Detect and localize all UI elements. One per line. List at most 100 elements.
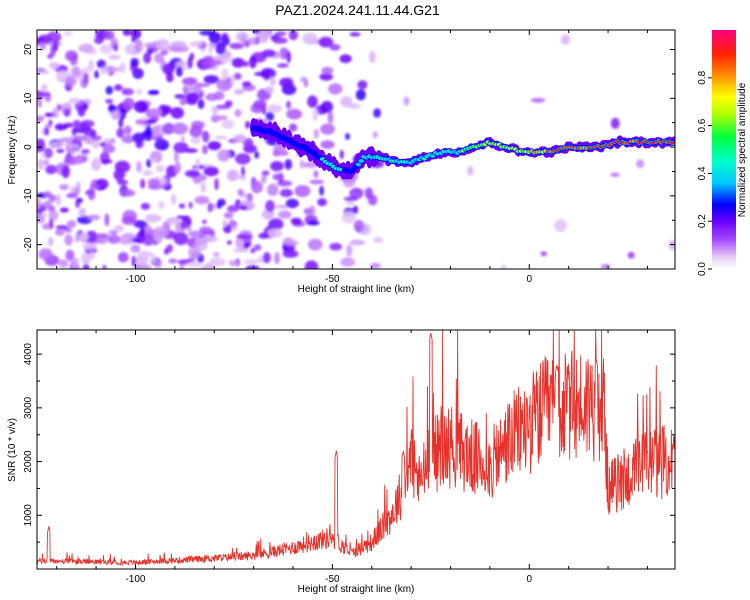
spectrogram-noise-blob (146, 158, 152, 168)
spectrogram-noise-blob (170, 232, 176, 238)
snr-x-label: Height of straight line (km) (298, 584, 415, 595)
spectrogram-noise-blob (306, 220, 320, 226)
spectrogram-noise-blob (114, 224, 125, 232)
spectrogram-noise-blob (267, 183, 279, 197)
spectrogram-noise-blob (104, 213, 110, 227)
spectrogram-noise-blob (75, 145, 80, 153)
spectrogram-noise-blob (372, 131, 379, 139)
spectrogram-noise-blob (43, 200, 53, 209)
spectrogram-noise-blob (48, 194, 56, 203)
spectrogram-noise-blob (37, 70, 50, 75)
spectrogram-noise-blob (187, 225, 192, 232)
spectrogram-noise-blob (236, 234, 253, 240)
spectrogram-noise-blob (267, 30, 273, 37)
spectrogram-noise-blob (265, 200, 275, 213)
spectrogram-noise-blob (89, 251, 96, 260)
spectrogram-noise-blob (242, 81, 252, 87)
spectrogram-noise-blob (55, 228, 65, 236)
spectrogram-noise-blob (140, 202, 151, 210)
spectrogram-noise-blob (49, 61, 60, 70)
colorbar-tick-label: 0.2 (697, 214, 708, 228)
spectrogram-noise-blob (142, 233, 155, 246)
spectrogram-noise-blob (217, 149, 231, 162)
spectrogram-y-axis: -20 -10 0 10 20 (23, 44, 675, 270)
spectrogram-noise-blob (134, 40, 143, 53)
spectrogram-noise-blob (67, 143, 79, 148)
spectrogram-noise-blob (135, 119, 144, 125)
spectrogram-noise-blob (215, 42, 226, 55)
spectrogram-noise-blob (66, 192, 79, 199)
spectrogram-noise-blob (203, 75, 219, 84)
spectrogram-noise-blob (139, 226, 146, 237)
spectrogram-noise-blob (63, 155, 80, 166)
spectrogram-noise-blob (133, 220, 148, 228)
spectrogram-noise-blob (138, 250, 153, 258)
spectrogram-noise-blob (245, 121, 251, 129)
spectrogram-noise-blob (223, 212, 234, 219)
spectrogram-noise-blob (118, 108, 127, 120)
spectrogram-noise-blob (110, 138, 116, 144)
spectrogram-noise-blob (299, 159, 305, 169)
spectrogram-noise-blob (207, 141, 222, 151)
spectrogram-noise-blob (229, 42, 244, 50)
spectrogram-noise-blob (327, 111, 334, 124)
spectrogram-noise-blob (78, 43, 94, 53)
spectrogram-noise-blob (144, 213, 161, 223)
spectrogram-noise-blob (173, 142, 189, 154)
spectrogram-noise-blob (89, 184, 100, 190)
spectrogram-noise-blob (234, 109, 242, 117)
spectrogram-noise-blob (113, 168, 125, 181)
spectrogram-noise-blob (373, 108, 381, 118)
spectrogram-noise-blob (261, 174, 267, 184)
spectrogram-noise-blob (320, 140, 335, 149)
spectrogram-noise-blob (46, 31, 62, 44)
spectrogram-noise-blob (182, 77, 198, 86)
spectrogram-noise-blob (103, 143, 114, 154)
spectrogram-noise-blob (105, 98, 114, 104)
spectrogram-noise-blob (104, 30, 115, 40)
spectrogram-noise-blob (269, 76, 276, 87)
spectrogram-noise-blob (279, 47, 289, 60)
spectrogram-noise-blob (235, 237, 244, 250)
spectrogram-noise-blob (40, 212, 48, 218)
spectrogram-noise-blob (286, 51, 291, 63)
spectrogram-noise-blob (352, 205, 359, 215)
spectrogram-noise-blob (285, 198, 299, 209)
spectrogram-noise-blob (168, 258, 178, 264)
spectrogram-noise-blob (66, 220, 77, 229)
spectrogram-noise-blob (179, 98, 187, 106)
snr-x-tick-label: 0 (527, 574, 533, 585)
spectrogram-noise-blob (75, 181, 81, 195)
spectrogram-noise-blob (373, 237, 384, 243)
spectrogram-noise-blob (253, 244, 262, 251)
spectrogram-noise-blob (178, 203, 186, 209)
spectrogram-noise-blob (252, 30, 261, 35)
spectrogram-noise-blob (145, 118, 157, 124)
spectrogram-noise-blob (283, 240, 299, 246)
spectrogram-y-label: Frequency (Hz) (7, 116, 18, 185)
spectrogram-noise-blob (309, 205, 316, 217)
spectrogram-noise-blob (279, 188, 293, 198)
spectrogram-x-label: Height of straight line (km) (298, 284, 415, 295)
spectrogram-noise-blob (180, 221, 186, 230)
spectrogram-noise-blob (59, 184, 70, 191)
spectrogram-noise-blob (290, 217, 302, 225)
spectrogram-noise-blob (153, 226, 169, 239)
spectrogram-noise-blob (173, 232, 189, 246)
spectrogram-noise-blob (101, 159, 113, 164)
spectrogram-noise-blob (73, 119, 81, 129)
spectrogram-noise-blob (144, 126, 153, 137)
spectrogram-noise-blob (136, 161, 142, 173)
spectrogram-noise-blob (200, 181, 206, 193)
spectrogram-noise-blob (186, 85, 200, 92)
spectrogram-noise-blob (188, 246, 201, 259)
spectrogram-noise-blob (87, 214, 101, 221)
spectrogram-noise-blob (170, 107, 184, 119)
spectrogram-noise-blob (49, 218, 54, 229)
spectrogram-noise-blob (44, 127, 49, 136)
spectrogram-noise-blob (246, 193, 253, 202)
spectrogram-noise-blob (122, 88, 134, 96)
spectrogram-noise-blob (221, 32, 229, 42)
spectrogram-noise-blob (123, 125, 132, 135)
spectrogram-noise-blob (110, 108, 121, 121)
